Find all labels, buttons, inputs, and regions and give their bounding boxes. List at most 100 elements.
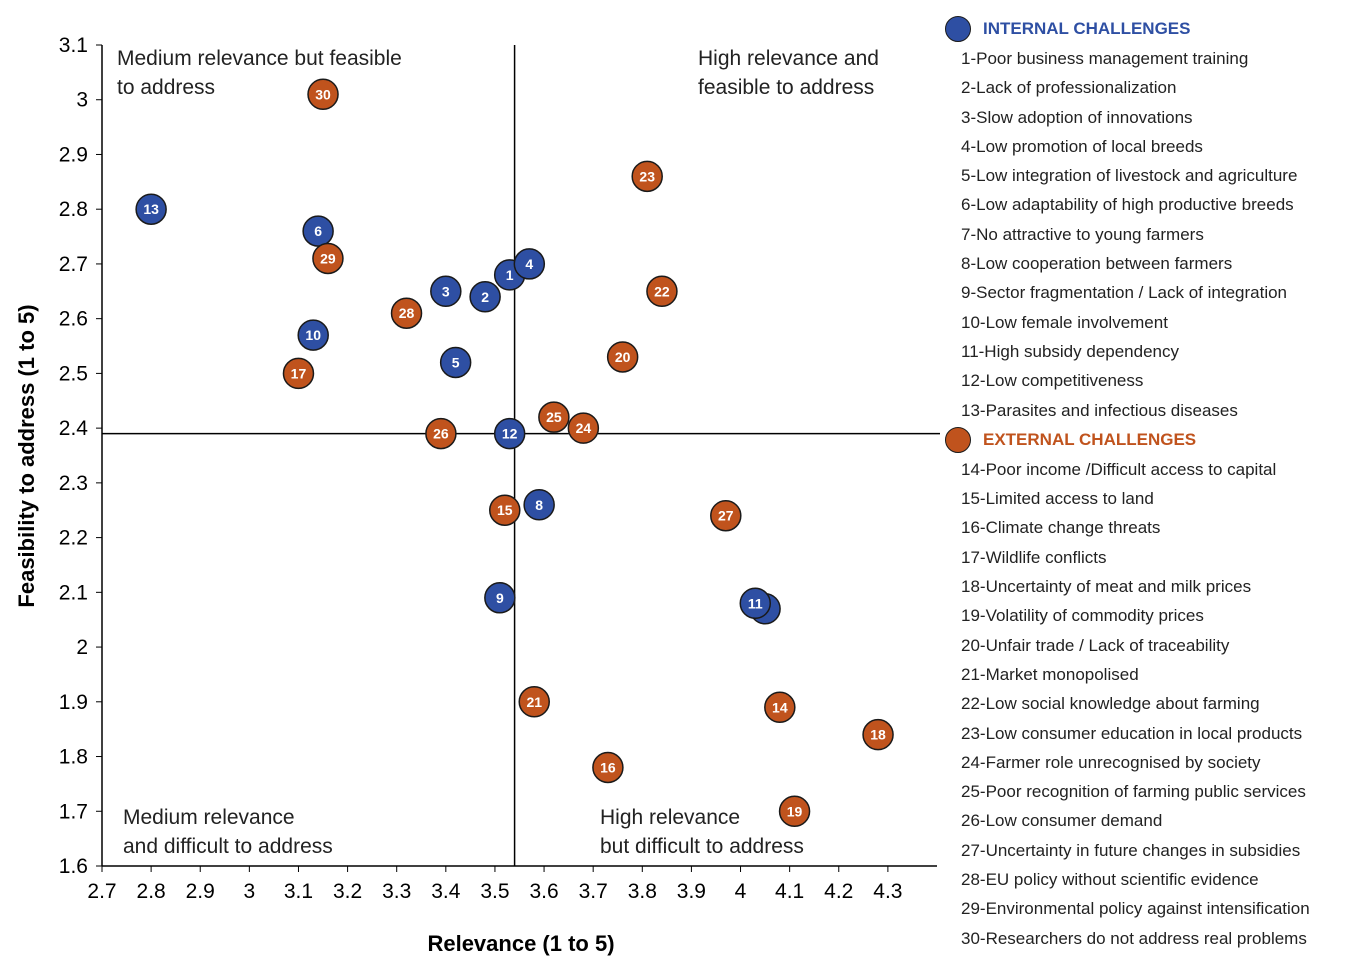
data-point: 19 [778, 795, 811, 828]
legend-item: 18-Uncertainty of meat and milk prices [961, 577, 1252, 597]
x-tick-label: 3.2 [333, 880, 362, 903]
legend-item: 24-Farmer role unrecognised by society [961, 752, 1261, 772]
y-tick-label: 2 [76, 636, 88, 659]
data-point: 18 [862, 718, 894, 751]
data-point-marker [739, 587, 772, 620]
legend-external-title: EXTERNAL CHALLENGES [983, 429, 1197, 449]
data-point-marker [307, 78, 339, 111]
legend-item: 26-Low consumer demand [961, 811, 1163, 831]
x-tick-label: 3.6 [529, 880, 558, 903]
data-point: 9 [484, 582, 516, 614]
data-point: 10 [297, 319, 329, 351]
data-point-label: 18 [870, 727, 886, 743]
data-point-label: 24 [576, 420, 592, 436]
legend-item: 9-Sector fragmentation / Lack of integra… [961, 283, 1288, 303]
x-tick-label: 3.3 [382, 880, 411, 903]
data-point-marker [710, 499, 742, 532]
data-point-label: 11 [748, 595, 763, 611]
y-tick-label: 2.1 [59, 581, 88, 604]
data-point-marker [302, 215, 334, 247]
quadrant-label-top-right-2: feasible to address [698, 76, 874, 99]
data-point: 13 [135, 193, 167, 225]
data-point: 23 [631, 160, 663, 193]
legend-item: 25-Poor recognition of farming public se… [961, 782, 1306, 802]
data-point-marker [567, 412, 600, 444]
x-tick-label: 2.8 [137, 880, 166, 903]
x-tick-label: 3.5 [480, 880, 509, 903]
data-point-label: 6 [314, 223, 322, 239]
data-point: 17 [282, 357, 315, 390]
data-point: 29 [312, 242, 344, 275]
data-point: 25 [538, 401, 570, 433]
data-point-marker [862, 718, 894, 751]
data-point-label: 16 [600, 759, 616, 775]
data-point-marker [430, 275, 462, 308]
data-point: 27 [710, 499, 742, 532]
quadrant-label-bottom-right-2: but difficult to address [600, 835, 804, 858]
x-axis-title: Relevance (1 to 5) [427, 931, 614, 956]
data-point-marker [538, 401, 570, 433]
data-point-label: 9 [496, 590, 504, 606]
legend-internal-title: INTERNAL CHALLENGES [983, 19, 1191, 38]
data-point: 6 [302, 215, 334, 247]
legend-item: 29-Environmental policy against intensif… [961, 899, 1310, 919]
legend-item: 15-Limited access to land [961, 489, 1154, 509]
y-tick-label: 1.7 [59, 800, 88, 823]
data-point-label: 28 [399, 305, 415, 321]
data-point-marker [646, 275, 678, 308]
legend-item: 6-Low adaptability of high productive br… [961, 195, 1294, 215]
legend-item: 7-No attractive to young farmers [961, 224, 1204, 244]
legend-item: 13-Parasites and infectious diseases [961, 400, 1238, 420]
legend-item: 2-Lack of professionalization [961, 78, 1177, 98]
data-point-marker [513, 248, 546, 280]
legend-item: 21-Market monopolised [961, 664, 1139, 684]
data-point-marker [282, 357, 315, 390]
data-point-label: 14 [772, 699, 788, 715]
data-point-label: 25 [546, 409, 562, 425]
data-point: 16 [592, 751, 624, 784]
y-tick-label: 2.4 [59, 417, 89, 440]
data-point-marker [469, 281, 501, 313]
legend-item: 22-Low social knowledge about farming [961, 694, 1260, 714]
quadrant-label-top-left-2: to address [117, 76, 215, 99]
data-point-label: 5 [452, 354, 460, 370]
data-point: 22 [646, 275, 678, 308]
x-tick-label: 3.4 [431, 880, 461, 903]
legend-item: 28-EU policy without scientific evidence [961, 870, 1259, 890]
y-tick-label: 2.9 [59, 143, 88, 166]
data-point-marker [390, 297, 423, 329]
x-tick-label: 4.3 [873, 880, 902, 903]
legend-item: 30-Researchers do not address real probl… [961, 928, 1307, 948]
legend-item: 20-Unfair trade / Lack of traceability [961, 635, 1230, 655]
data-point: 12 [493, 417, 526, 450]
scatter-chart: 2.7 2.8 2.9 3 3.1 3.2 3.3 3.4 3.5 3.6 3.7 3.8 3.9 4 4.… [14, 34, 940, 956]
legend-item: 27-Uncertainty in future changes in subs… [961, 840, 1301, 860]
y-tick-labels: 3.1 3 2.9 2.8 2.7 2.6 2.5 2.4 2.3 2.2 2.1 2 1.9 1.8 1.… [59, 34, 102, 878]
data-point: 21 [518, 686, 550, 718]
x-tick-label: 3.8 [628, 880, 657, 903]
data-point-marker [764, 691, 796, 724]
y-tick-label: 3.1 [59, 34, 88, 57]
data-point-marker [489, 494, 521, 526]
data-point: 8 [523, 489, 555, 521]
data-point-marker [631, 160, 663, 193]
axes [101, 45, 940, 867]
legend-item: 4-Low promotion of local breeds [961, 136, 1203, 156]
x-tick-labels: 2.7 2.8 2.9 3 3.1 3.2 3.3 3.4 3.5 3.6 3.7 3.8 3.9 4 4.… [87, 866, 902, 903]
data-point-label: 13 [143, 201, 159, 217]
data-point-label: 19 [787, 803, 803, 819]
x-tick-label: 2.9 [186, 880, 215, 903]
data-point-label: 1 [506, 267, 514, 283]
legend: INTERNAL CHALLENGES 1-Poor business mana… [945, 14, 1355, 953]
data-point-marker [297, 319, 329, 351]
data-point-label: 10 [305, 327, 321, 343]
x-tick-label: 3.1 [284, 880, 313, 903]
y-tick-label: 2.8 [59, 198, 88, 221]
data-point-label: 8 [535, 497, 543, 513]
x-tick-label: 4.2 [824, 880, 853, 903]
data-point-marker [439, 346, 472, 379]
data-point-label: 23 [639, 168, 655, 184]
data-point-label: 22 [654, 283, 670, 299]
data-point-marker [523, 489, 555, 521]
data-point: 24 [567, 412, 600, 444]
